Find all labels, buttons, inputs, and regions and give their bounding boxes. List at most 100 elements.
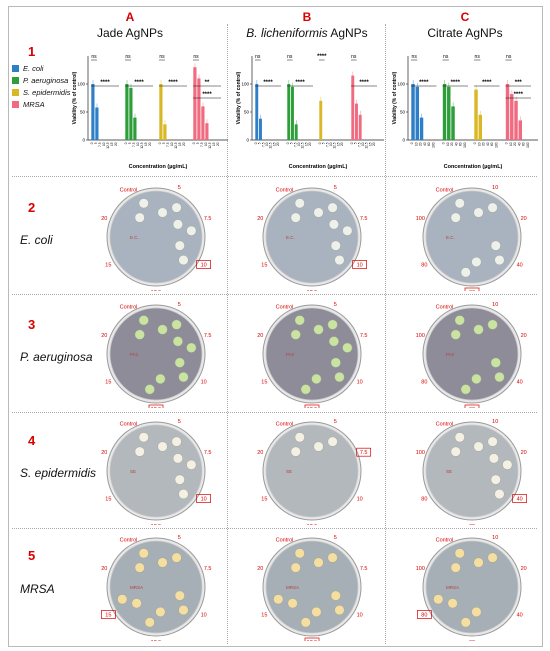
plate-concentration-label: 10 [201,497,207,503]
petri-plate: Control 5 7.5 10 12.5 15 20 E.C. [101,185,211,291]
x-axis-label: Concentration (µg/mL) [444,164,503,170]
colony [134,329,145,340]
plate-concentration-label: 7.5 [360,333,368,339]
colony [327,436,338,447]
colony [157,441,168,452]
petri-plate: Control 5 7.5 10 12.5 15 20 E.C. [257,185,367,291]
colony [490,357,501,368]
colony [300,384,311,395]
agar [265,424,359,518]
x-tick-label: 12.5 [365,142,369,148]
x-tick-label: 60 [427,142,431,146]
x-tick-label: 0 [254,142,258,144]
petri-plate: Control 10 20 40 60 80 100 E.C. [416,185,527,291]
colony [490,240,501,251]
significance-label: ns [91,54,97,60]
significance-label: **** [482,80,492,86]
plate-concentration-label: 10 [357,497,363,503]
plate-mark: PA2 [286,352,295,357]
colony [450,329,461,340]
colony [174,474,185,485]
colony [330,590,341,601]
colony [172,453,183,464]
plate-concentration-label: 20 [521,333,527,339]
agar [109,540,203,634]
x-tick-label: 15 [110,142,114,146]
significance-label: **** [514,92,524,98]
plate-concentration-label: 60 [469,640,475,641]
colony [494,255,505,266]
plate-concentration-label: 7.5 [204,450,212,456]
colony [447,598,458,609]
colony [171,202,182,213]
significance-label: **** [317,54,327,60]
colony [186,459,197,470]
petri-plate: Control 5 7.5 10 12.5 15 20 PA2 [101,302,212,408]
plate-mark: SE [286,469,292,474]
x-tick-label: 7.5 [166,142,170,147]
x-tick-label: 20 [482,142,486,146]
plate-concentration-label: 5 [334,302,337,308]
colony [487,436,498,447]
colony [294,432,305,443]
plate-concentration-label: Control [276,421,294,427]
column-letter-a: A [125,10,135,24]
colony [450,212,461,223]
agar [109,307,203,401]
colony [186,225,197,236]
colony [174,240,185,251]
column-header-a: A Jade AgNPs [50,10,210,40]
colony [460,617,471,628]
y-tick-label: 100 [77,82,85,87]
plate-concentration-label: 15 [105,613,111,619]
legend-swatch [12,65,19,72]
agar [265,540,359,634]
colony [494,372,505,383]
plate-concentration-label: 10 [492,302,498,308]
plate-concentration-label: 20 [101,566,107,572]
colony [134,562,145,573]
x-tick-label: 20 [372,142,376,146]
plate-concentration-label: 15 [261,263,267,269]
plate-concentration-label: 20 [257,566,263,572]
plate-concentration-label: 12.5 [307,524,318,525]
x-tick-label: 10 [102,142,106,146]
plate-concentration-label: 100 [416,216,425,222]
x-tick-label: 15 [144,142,148,146]
bar [319,100,323,140]
colony [490,474,501,485]
row-organism: P. aeruginosa [20,350,93,364]
legend-item: E. coli [12,64,71,73]
bar [478,114,482,140]
y-tick-label: 100 [397,82,405,87]
plate-mark: SE [446,469,452,474]
plate-concentration-label: 12.5 [151,640,162,641]
colony [328,219,339,230]
x-tick-label: 7.5 [357,142,361,147]
row-number: 5 [28,548,36,563]
significance-label: **** [134,80,144,86]
bar [205,123,209,140]
colony [311,606,322,617]
significance-label: *** [515,80,523,86]
plate-concentration-label: 5 [178,419,181,425]
mic-box [352,260,367,269]
agar [425,307,519,401]
colony [327,319,338,330]
x-tick-label: 5 [128,142,132,144]
significance-label: **** [419,80,429,86]
bar [474,89,478,140]
colony [471,373,482,384]
row-number: 4 [28,433,36,448]
bar [91,84,95,140]
y-tick-label: 100 [241,82,249,87]
plate-concentration-label: 5 [178,535,181,541]
colony [155,606,166,617]
x-tick-label: 15 [212,142,216,146]
colony [471,256,482,267]
column-title-c: Citrate AgNPs [427,26,503,40]
petri-plate: Control 5 7.5 10 12.5 15 20 SE [101,419,212,525]
significance-label: **** [263,80,273,86]
plate-concentration-label: 15 [261,613,267,619]
colony [290,212,301,223]
